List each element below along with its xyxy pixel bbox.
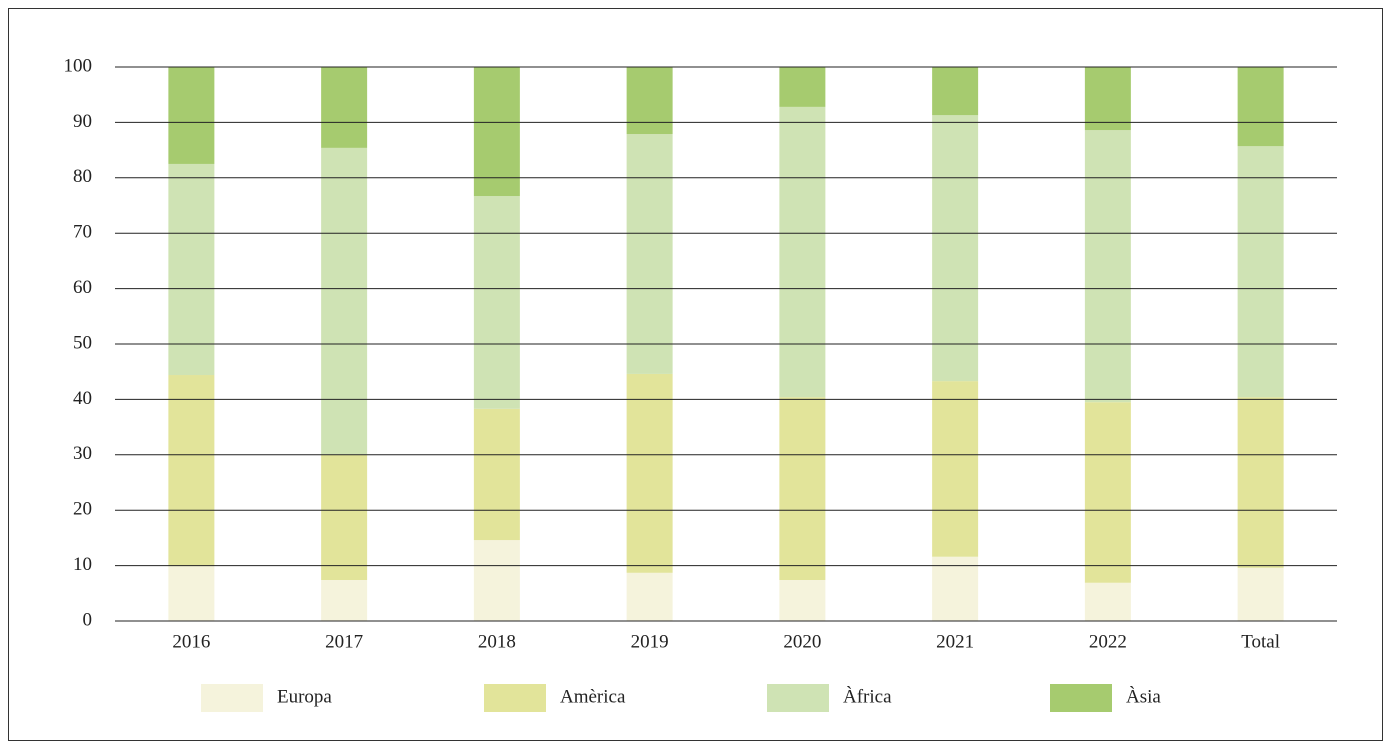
- legend-label: Àfrica: [843, 685, 892, 707]
- y-tick-label: 40: [73, 388, 92, 409]
- frame: [8, 8, 1383, 741]
- bar-segment: [168, 375, 215, 567]
- bar-segment: [473, 196, 520, 409]
- bar-segment: [626, 373, 673, 573]
- bar-segment: [626, 134, 673, 374]
- bar-segment: [932, 115, 979, 382]
- bar-segment: [473, 540, 520, 621]
- legend-label: Àsia: [1126, 685, 1161, 707]
- x-tick-label: 2018: [478, 631, 516, 652]
- x-tick-label: 2019: [631, 631, 669, 652]
- x-tick-label: Total: [1241, 631, 1280, 652]
- bar-segment: [321, 580, 368, 621]
- legend-label: Amèrica: [560, 686, 626, 707]
- x-tick-label: 2021: [936, 631, 974, 652]
- bar-segment: [626, 572, 673, 621]
- legend-swatch: [1050, 684, 1112, 712]
- bar-segment: [473, 408, 520, 541]
- bar-segment: [1237, 567, 1284, 621]
- y-tick-label: 10: [73, 554, 92, 575]
- bar-segment: [932, 556, 979, 621]
- bar-segment: [168, 566, 215, 621]
- legend-swatch: [767, 684, 829, 712]
- legend-swatch: [484, 684, 546, 712]
- bar-segment: [321, 67, 368, 148]
- bar-segment: [779, 580, 826, 621]
- x-tick-label: 2020: [783, 631, 821, 652]
- bar-segment: [473, 67, 520, 197]
- y-tick-label: 50: [73, 332, 92, 353]
- bar-segment: [932, 381, 979, 557]
- x-tick-label: 2022: [1089, 631, 1127, 652]
- bar-segment: [626, 67, 673, 135]
- bar-segment: [779, 397, 826, 581]
- bar-segment: [1084, 402, 1131, 583]
- x-tick-label: 2017: [325, 631, 363, 652]
- bar-segment: [321, 147, 368, 455]
- bar-segment: [1084, 582, 1131, 621]
- bar-segment: [779, 106, 826, 398]
- bar-segment: [779, 67, 826, 107]
- bar-segment: [1237, 67, 1284, 147]
- legend-label: Europa: [277, 686, 332, 707]
- bar-segment: [1237, 397, 1284, 568]
- bar-segment: [1237, 146, 1284, 398]
- bar-segment: [168, 67, 215, 164]
- legend-swatch: [201, 684, 263, 712]
- y-tick-label: 0: [83, 609, 93, 630]
- y-tick-label: 90: [73, 111, 92, 132]
- y-tick-label: 30: [73, 443, 92, 464]
- bar-segment: [932, 67, 979, 116]
- y-tick-label: 70: [73, 222, 92, 243]
- y-tick-label: 20: [73, 499, 92, 520]
- bar-segment: [321, 454, 368, 581]
- bar-segment: [1084, 67, 1131, 131]
- x-tick-label: 2016: [172, 631, 210, 652]
- y-tick-label: 80: [73, 166, 92, 187]
- y-tick-label: 100: [64, 55, 93, 76]
- bar-segment: [1084, 130, 1131, 403]
- bar-segment: [168, 163, 215, 376]
- y-tick-label: 60: [73, 277, 92, 298]
